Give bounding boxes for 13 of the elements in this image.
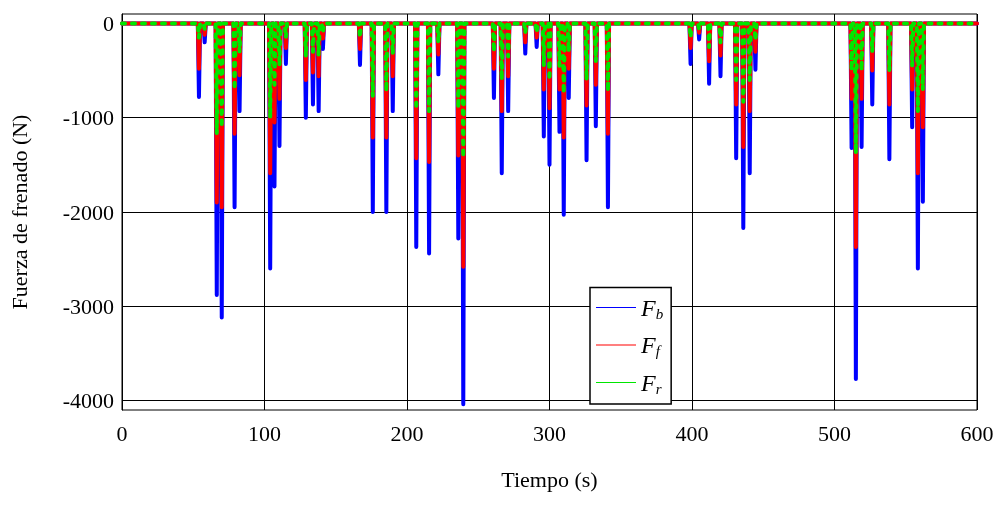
y-tick-label: -2000 xyxy=(62,199,114,225)
x-tick-label: 100 xyxy=(248,420,281,446)
x-tick-label: 200 xyxy=(390,420,424,446)
y-tick-label: -3000 xyxy=(62,293,114,319)
x-axis-title: Tiempo (s) xyxy=(501,466,598,492)
y-axis-title: Fuerza de frenado (N) xyxy=(6,114,32,310)
y-tick-label: -1000 xyxy=(62,105,114,131)
x-tick-label: 300 xyxy=(533,420,566,446)
x-tick-label: 500 xyxy=(818,420,851,446)
y-tick-label: 0 xyxy=(103,10,114,36)
x-tick-label: 400 xyxy=(675,420,709,446)
y-tick-label: -4000 xyxy=(62,388,114,414)
x-tick-label: 600 xyxy=(960,420,994,446)
